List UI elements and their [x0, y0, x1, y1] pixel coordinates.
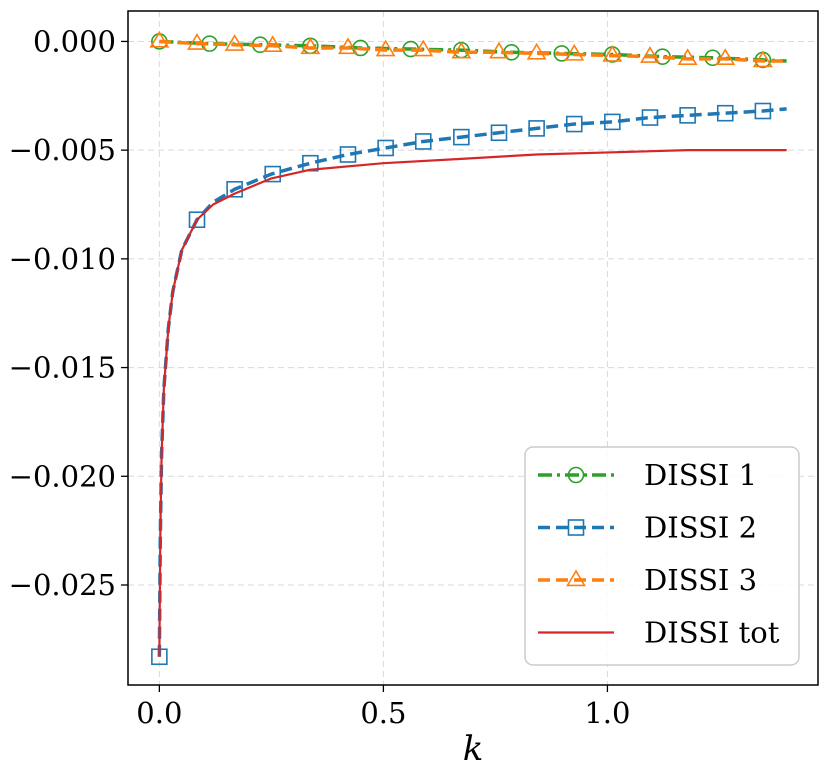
legend-label-dissi-1: DISSI 1 — [644, 458, 757, 492]
data-point-dissi-3 — [640, 46, 660, 63]
data-point-dissi-3 — [338, 37, 358, 55]
legend-entry-dissi-1: DISSI 1 — [538, 458, 757, 492]
data-point-dissi-2 — [264, 165, 282, 183]
data-point-dissi-2 — [226, 180, 243, 198]
legend-marker-dissi-2 — [567, 519, 585, 536]
x-axis-title: k — [463, 729, 484, 769]
legend-label-dissi-3: DISSI 3 — [644, 563, 757, 597]
data-point-dissi-3 — [262, 35, 283, 52]
data-point-dissi-2 — [414, 133, 432, 150]
x-tick-label: 0.5 — [360, 696, 406, 730]
legend-entry-dissi-tot: DISSI tot — [538, 616, 780, 650]
data-point-dissi-2 — [339, 146, 357, 163]
data-point-dissi-2 — [188, 211, 206, 229]
data-point-dissi-2 — [679, 107, 696, 124]
x-tick-label: 0.0 — [136, 696, 182, 730]
tick-layer: 0.0 0.5 1.0 0.000 −0.005 −0.010 −0.015 −0.020 −0… — [9, 24, 631, 730]
legend-entry-dissi-3: DISSI 3 — [538, 563, 757, 597]
data-point-dissi-3 — [752, 50, 773, 68]
y-tick-label: −0.010 — [9, 242, 116, 276]
y-tick-label: −0.005 — [9, 133, 116, 167]
data-point-dissi-2 — [754, 102, 772, 120]
y-tick-label: −0.020 — [9, 459, 116, 493]
x-tick-label: 1.0 — [584, 696, 630, 730]
legend: DISSI 1 DISSI 2 DISSI 3 DISSI tot — [524, 446, 800, 666]
legend-marker-dissi-1 — [567, 466, 585, 484]
series-line-dissi-tot — [158, 149, 787, 657]
y-tick-label: −0.025 — [9, 568, 116, 602]
series-dissi-tot — [158, 149, 787, 657]
data-point-dissi-3 — [602, 45, 623, 62]
data-point-dissi-2 — [528, 120, 545, 137]
legend-marker-dissi-3 — [566, 569, 586, 587]
data-point-dissi-3 — [564, 43, 585, 61]
data-point-dissi-2 — [716, 104, 734, 122]
data-point-dissi-3 — [224, 34, 245, 51]
data-point-dissi-2 — [565, 115, 583, 133]
y-tick-label: 0.000 — [33, 24, 116, 58]
series-dissi-3 — [149, 30, 787, 68]
data-point-dissi-3 — [451, 41, 472, 59]
data-point-dissi-3 — [375, 39, 396, 57]
data-point-dissi-2 — [490, 124, 508, 142]
data-point-dissi-3 — [526, 42, 547, 60]
series-layer — [149, 30, 787, 666]
data-point-dissi-2 — [453, 128, 470, 146]
data-point-dissi-3 — [489, 41, 509, 59]
data-point-dissi-3 — [187, 33, 207, 50]
legend-entries: DISSI 1 DISSI 2 DISSI 3 DISSI tot — [538, 458, 780, 650]
data-point-dissi-2 — [377, 139, 394, 157]
y-tick-label: −0.015 — [9, 351, 116, 385]
legend-entry-dissi-2: DISSI 2 — [538, 511, 757, 545]
data-point-dissi-3 — [300, 37, 321, 55]
legend-label-dissi-tot: DISSI tot — [644, 616, 780, 650]
legend-label-dissi-2: DISSI 2 — [644, 511, 757, 545]
data-point-dissi-3 — [715, 48, 736, 66]
data-point-dissi-2 — [641, 109, 659, 126]
data-point-dissi-3 — [413, 39, 434, 57]
data-point-dissi-2 — [604, 113, 621, 131]
legend-frame — [524, 446, 800, 666]
plot-frame — [127, 10, 819, 686]
grid-layer — [128, 11, 818, 685]
data-point-dissi-3 — [149, 30, 170, 48]
data-point-dissi-3 — [677, 48, 698, 66]
